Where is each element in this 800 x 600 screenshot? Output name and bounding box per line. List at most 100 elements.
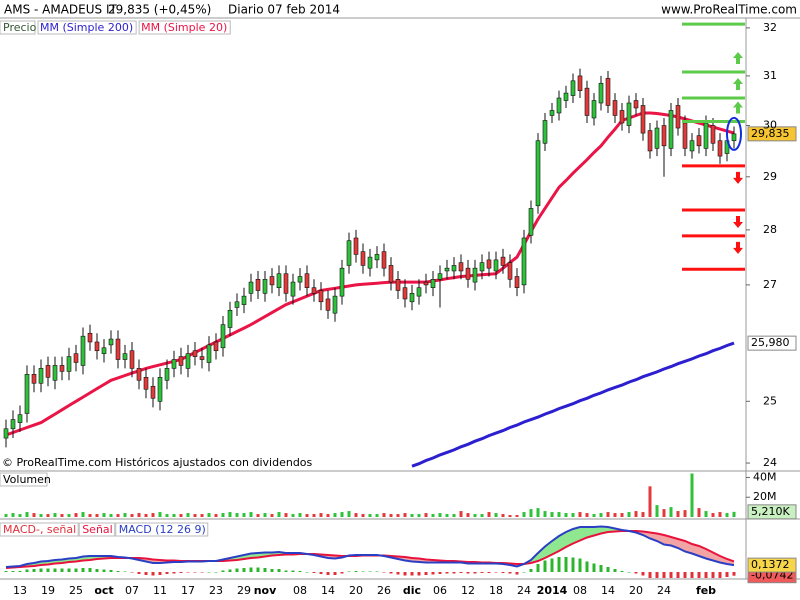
legend-box — [78, 522, 116, 537]
histogram-bar — [95, 569, 99, 572]
candle-body — [661, 125, 667, 147]
volume-bar — [172, 514, 176, 517]
candle-body — [269, 276, 275, 286]
histogram-bar — [606, 567, 610, 572]
candle-body — [633, 100, 639, 109]
candle-body — [647, 130, 653, 152]
histogram-bar — [725, 572, 729, 577]
volume-bar — [116, 514, 120, 517]
volume-title: Volumen — [3, 473, 51, 486]
candle-body — [416, 287, 422, 297]
x-tick-label: 13 — [13, 584, 27, 597]
x-tick-label: 29 — [237, 584, 251, 597]
last-macd-label: 0,1372 — [751, 558, 790, 571]
macd-fill — [692, 544, 699, 556]
volume-bar — [711, 513, 715, 517]
volume-bar — [606, 512, 610, 517]
arrow-up — [733, 78, 743, 91]
histogram-bar — [704, 572, 708, 578]
candle-body — [605, 78, 611, 106]
histogram-bar — [662, 572, 666, 578]
volume-bar — [319, 513, 323, 517]
histogram-bar — [333, 572, 337, 575]
legend-macd: Señal — [82, 523, 113, 536]
legend-box — [0, 20, 36, 35]
candle-body — [549, 110, 555, 116]
candle-body — [682, 122, 688, 149]
candle-body — [129, 350, 135, 369]
candle-body — [38, 368, 44, 384]
last-volume-label: 5,210K — [751, 505, 790, 518]
candle-body — [234, 301, 240, 308]
volume-bar — [466, 513, 470, 517]
histogram-bar — [165, 572, 169, 574]
candle-body — [514, 276, 520, 288]
last-price-label-box — [747, 126, 797, 142]
y-tick-label: 20M — [753, 490, 777, 503]
histogram-bar — [634, 572, 638, 574]
candle-body — [556, 97, 562, 114]
volume-bar — [389, 514, 393, 517]
volume-bar — [340, 512, 344, 517]
volume-bar — [123, 513, 127, 517]
arrow-down — [733, 241, 743, 254]
volume-bar — [102, 513, 106, 517]
volume-bar — [207, 513, 211, 517]
legend-line: MM (Simple 200) — [40, 21, 133, 34]
histogram-bar — [179, 572, 183, 573]
candle-body — [437, 273, 443, 280]
histogram-bar — [284, 570, 288, 572]
candle-body — [528, 208, 534, 236]
histogram-bar — [312, 572, 316, 573]
volume-bar — [277, 512, 281, 517]
overlay: MM (Simple 200) MM (Simple 20) 25,980 29,83… — [0, 20, 797, 584]
candle-body — [388, 265, 394, 283]
candle-body — [185, 353, 191, 369]
histogram-bar — [263, 568, 267, 572]
volume-bar — [515, 515, 519, 517]
candle-body — [458, 262, 464, 272]
histogram-bar — [102, 569, 106, 572]
candle-body — [115, 338, 121, 360]
y-tick-label: 24 — [763, 456, 777, 469]
histogram-bar — [375, 571, 379, 572]
candle-body — [570, 80, 576, 96]
histogram-bar — [571, 557, 575, 572]
macd-fill — [587, 527, 594, 538]
x-tick-label: dic — [403, 584, 421, 597]
candle-body — [164, 368, 170, 381]
volume-bar — [438, 513, 442, 517]
volume-bar — [676, 511, 680, 517]
volume-bar — [431, 514, 435, 517]
candle-body — [584, 87, 590, 116]
histogram-bar — [228, 569, 232, 572]
histogram-bar — [683, 572, 687, 578]
volume-bar — [11, 513, 15, 517]
last-value-label: 25,980 — [751, 336, 790, 349]
volume-bar — [18, 514, 22, 517]
volume-bar — [382, 513, 386, 517]
x-tick-label: nov — [254, 584, 277, 597]
histogram-bar — [186, 572, 190, 573]
histogram-bar — [340, 572, 344, 574]
legend-macd: MACD (12 26 9) — [119, 523, 206, 536]
candle-body — [472, 267, 478, 283]
volume-bar — [634, 511, 638, 517]
histogram-bar — [508, 572, 512, 574]
volume-bar — [697, 508, 701, 517]
histogram-bar — [403, 572, 407, 576]
volume-bar — [725, 513, 729, 517]
histogram-bar — [151, 572, 155, 576]
histogram-bar — [18, 571, 22, 572]
volume-bar — [704, 511, 708, 517]
candle-body — [612, 100, 618, 116]
candle-body — [486, 259, 492, 269]
histogram-bar — [480, 572, 484, 573]
candle-body — [213, 341, 219, 352]
histogram-bar — [585, 561, 589, 572]
candle-body — [108, 338, 114, 346]
histogram-bar — [487, 572, 491, 573]
candle-body — [339, 267, 345, 297]
volume-bar — [459, 511, 463, 517]
candle-body — [367, 256, 373, 269]
